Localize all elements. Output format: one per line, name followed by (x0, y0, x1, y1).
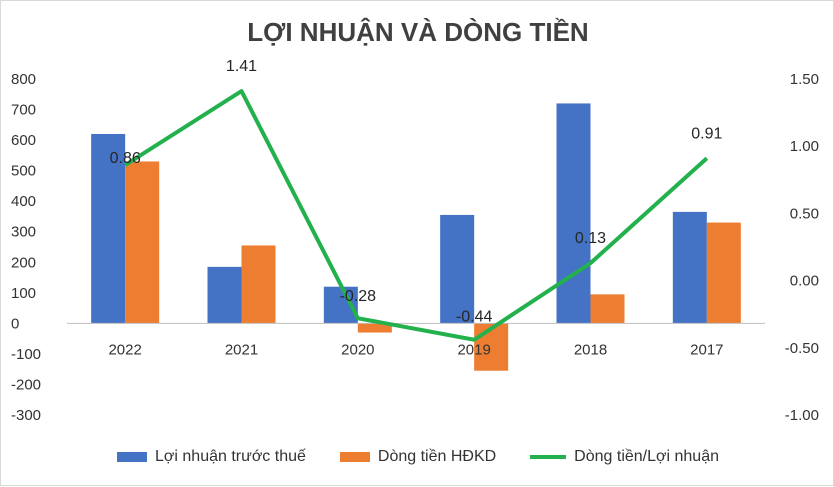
y-left-tick-label: 400 (11, 193, 36, 210)
y-right-tick-label: 0.00 (790, 273, 819, 290)
bar-cashflow (241, 245, 276, 324)
bar-profit (91, 133, 126, 324)
ratio-data-label: -0.28 (340, 288, 377, 305)
x-tick-label: 2019 (457, 341, 490, 358)
y-left-tick-label: -100 (11, 346, 41, 363)
chart-title: LỢI NHUẬN VÀ DÒNG TIỀN (247, 17, 589, 47)
y-left-tick-label: -300 (11, 407, 41, 424)
legend-swatch-profit (117, 452, 147, 462)
bar-cashflow (357, 323, 392, 333)
x-tick-label: 2021 (225, 341, 258, 358)
legend-label-cashflow: Dòng tiền HĐKD (377, 448, 497, 465)
legend-item-profit: Lợi nhuận trước thuế (117, 448, 306, 466)
bar-cashflow (125, 161, 160, 324)
y-left-tick-label: 800 (11, 71, 36, 88)
bar-profit (556, 103, 591, 324)
ratio-line (124, 89, 709, 342)
y-right-tick-label: 1.00 (790, 138, 819, 155)
y-left-tick-label: 300 (11, 224, 36, 241)
y-left-tick-label: 600 (11, 132, 36, 149)
legend-item-cashflow: Dòng tiền HĐKD (339, 448, 497, 466)
x-tick-label: 2022 (108, 341, 141, 358)
x-tick-label: 2018 (574, 341, 607, 358)
bar-profit (207, 266, 242, 324)
ratio-data-label: 0.86 (110, 150, 141, 167)
legend-swatch-ratio (530, 455, 567, 459)
ratio-data-label: 0.13 (575, 230, 606, 247)
y-left-tick-label: 200 (11, 254, 36, 271)
y-left-tick-label: -200 (11, 376, 41, 393)
y-left-tick-label: 500 (11, 163, 36, 180)
legend-label-profit: Lợi nhuận trước thuế (155, 448, 306, 465)
bar-cashflow (474, 323, 509, 371)
bar-cashflow (590, 294, 625, 324)
legend-label-ratio: Dòng tiền/Lợi nhuận (574, 448, 719, 465)
y-left-tick-label: 100 (11, 285, 36, 302)
y-left-tick-label: 0 (11, 315, 19, 332)
x-tick-label: 2017 (690, 341, 723, 358)
y-right-tick-label: -0.50 (785, 340, 819, 357)
bar-cashflow (706, 222, 741, 324)
x-tick-label: 2020 (341, 341, 374, 358)
y-right-tick-label: 0.50 (790, 205, 819, 222)
legend-item-ratio: Dòng tiền/Lợi nhuận (530, 448, 719, 466)
legend: Lợi nhuận trước thuế Dòng tiền HĐKD Dòng… (1, 445, 834, 469)
bar-profit (672, 211, 707, 324)
legend-swatch-cashflow (339, 452, 370, 462)
bar-profit (440, 214, 475, 324)
ratio-data-label: 0.91 (691, 125, 722, 142)
ratio-data-label: 1.41 (226, 58, 257, 75)
ratio-data-label: -0.44 (456, 309, 493, 326)
y-right-tick-label: -1.00 (785, 407, 819, 424)
y-right-tick-label: 1.50 (790, 71, 819, 88)
y-left-tick-label: 700 (11, 102, 36, 119)
